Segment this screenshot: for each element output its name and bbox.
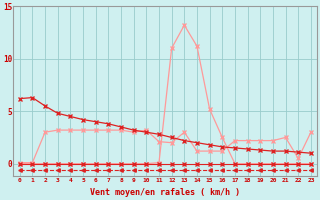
X-axis label: Vent moyen/en rafales ( km/h ): Vent moyen/en rafales ( km/h ) xyxy=(90,188,240,197)
